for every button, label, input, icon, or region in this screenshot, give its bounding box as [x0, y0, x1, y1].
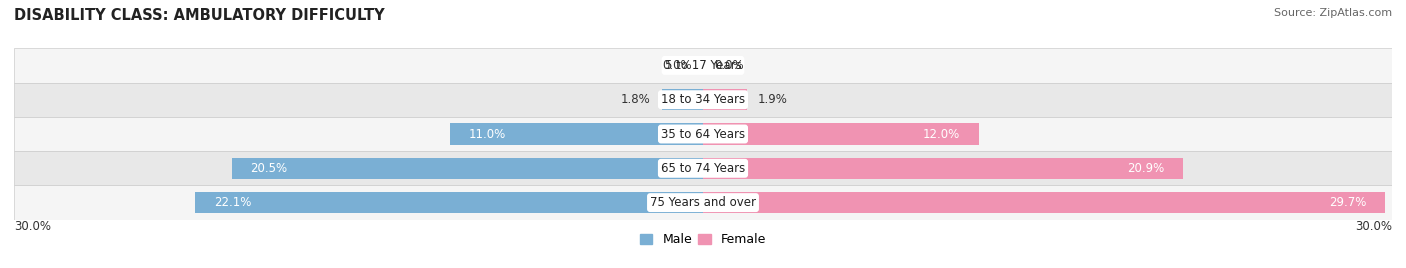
- Legend: Male, Female: Male, Female: [636, 228, 770, 251]
- Text: 0.0%: 0.0%: [714, 59, 744, 72]
- Bar: [14, 83, 1392, 117]
- Text: 11.0%: 11.0%: [468, 128, 506, 140]
- Bar: [450, 123, 703, 145]
- Bar: [232, 158, 703, 179]
- Bar: [703, 89, 747, 110]
- Text: 20.5%: 20.5%: [250, 162, 288, 175]
- Bar: [703, 158, 1182, 179]
- Text: 1.8%: 1.8%: [620, 93, 650, 106]
- Bar: [14, 185, 1392, 220]
- Bar: [14, 151, 1392, 185]
- Bar: [195, 192, 703, 213]
- Text: DISABILITY CLASS: AMBULATORY DIFFICULTY: DISABILITY CLASS: AMBULATORY DIFFICULTY: [14, 8, 385, 23]
- Bar: [14, 48, 1392, 83]
- Text: 0.0%: 0.0%: [662, 59, 692, 72]
- Text: 30.0%: 30.0%: [1355, 220, 1392, 233]
- Text: 65 to 74 Years: 65 to 74 Years: [661, 162, 745, 175]
- Bar: [703, 123, 979, 145]
- Text: 1.9%: 1.9%: [758, 93, 787, 106]
- Text: Source: ZipAtlas.com: Source: ZipAtlas.com: [1274, 8, 1392, 18]
- Text: 35 to 64 Years: 35 to 64 Years: [661, 128, 745, 140]
- Text: 30.0%: 30.0%: [14, 220, 51, 233]
- Bar: [14, 117, 1392, 151]
- Text: 29.7%: 29.7%: [1329, 196, 1367, 209]
- Text: 18 to 34 Years: 18 to 34 Years: [661, 93, 745, 106]
- Text: 20.9%: 20.9%: [1128, 162, 1164, 175]
- Text: 5 to 17 Years: 5 to 17 Years: [665, 59, 741, 72]
- Text: 75 Years and over: 75 Years and over: [650, 196, 756, 209]
- Bar: [703, 192, 1385, 213]
- Bar: [662, 89, 703, 110]
- Text: 22.1%: 22.1%: [214, 196, 252, 209]
- Text: 12.0%: 12.0%: [922, 128, 960, 140]
